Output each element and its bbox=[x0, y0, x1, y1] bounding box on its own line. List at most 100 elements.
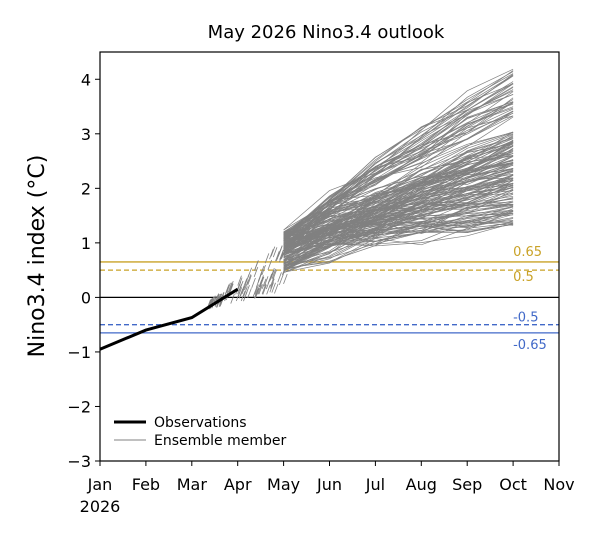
reference-lines bbox=[100, 261, 559, 334]
ensemble-spread-segment bbox=[271, 282, 276, 293]
ensemble-spread-segment bbox=[283, 273, 288, 285]
ensemble-spread-segment bbox=[251, 277, 256, 289]
x-tick-label: Nov bbox=[543, 475, 574, 494]
ensemble-member-line bbox=[283, 168, 514, 265]
ensemble-member-line bbox=[283, 138, 514, 251]
ensemble-spread-segment bbox=[278, 274, 284, 286]
reference-labels: 0.65 0.5 -0.5 -0.65 bbox=[513, 245, 547, 353]
ensemble-spread-segment bbox=[277, 272, 282, 283]
ensemble-spread-segment bbox=[265, 279, 271, 290]
ensemble-member-line bbox=[283, 148, 514, 235]
y-tick-label: −1 bbox=[67, 343, 91, 362]
ensemble-spread-segment bbox=[239, 280, 244, 291]
y-axis-label: Nino3.4 index (°C) bbox=[25, 155, 50, 358]
x-axis-year-label: 2026 bbox=[80, 497, 121, 516]
ensemble-spread-segment bbox=[240, 291, 246, 302]
ensemble-spread-segment bbox=[261, 283, 267, 295]
x-tick-label: Jan bbox=[87, 475, 113, 494]
ensemble-spread-segment bbox=[259, 265, 265, 276]
ensemble-member-line bbox=[283, 175, 514, 274]
ensemble-member-line bbox=[283, 174, 514, 270]
ensemble-member-line bbox=[283, 204, 514, 254]
ensemble-member-line bbox=[283, 149, 514, 272]
ensemble-spread-segment bbox=[227, 282, 233, 293]
ensemble-spread-segment bbox=[281, 248, 286, 259]
ensemble-spread-segment bbox=[255, 287, 260, 299]
ensemble-member-line bbox=[283, 112, 514, 242]
ensemble-spread-segment bbox=[281, 264, 287, 275]
x-tick-label: Oct bbox=[499, 475, 527, 494]
y-tick-label: −2 bbox=[67, 397, 91, 416]
ensemble-spread-segment bbox=[267, 259, 272, 270]
ensemble-spread-segment bbox=[261, 278, 267, 289]
ensemble-spread-segment bbox=[263, 276, 269, 287]
ensemble-spread-segment bbox=[253, 266, 259, 278]
ensemble-spread-segment bbox=[252, 287, 258, 298]
legend-ensemble-label: Ensemble member bbox=[154, 433, 286, 449]
observation-series bbox=[99, 287, 239, 351]
ensemble-member-line bbox=[283, 131, 514, 249]
y-tick-label: 1 bbox=[81, 234, 91, 253]
ensemble-spread-segment bbox=[270, 246, 276, 257]
ensemble-member-line bbox=[283, 185, 514, 245]
ensemble-spread-segment bbox=[257, 284, 262, 295]
ensemble-spread-segment bbox=[275, 251, 280, 262]
ensemble-spread-segment bbox=[282, 265, 287, 276]
ensemble-member-line bbox=[283, 182, 514, 267]
y-tick-label: 4 bbox=[81, 70, 91, 89]
ensemble-spread-segment bbox=[278, 246, 283, 257]
ensemble-spread-segment bbox=[237, 275, 242, 286]
reference-line-label: 0.65 bbox=[513, 245, 542, 260]
ensemble-spread-segment bbox=[259, 276, 265, 287]
ensemble-spread-segment bbox=[254, 284, 259, 295]
y-tick-label: 0 bbox=[81, 288, 91, 307]
legend: Observations Ensemble member bbox=[114, 415, 286, 449]
ensemble-spread-segment bbox=[224, 286, 229, 297]
ensemble-member-line bbox=[283, 184, 514, 250]
ensemble-member-line bbox=[283, 155, 514, 262]
y-axis-ticks: −3 −2 −1 0 1 2 3 4 bbox=[67, 70, 100, 471]
ensemble-spread-segment bbox=[230, 293, 235, 304]
ensemble-member-line bbox=[283, 153, 514, 262]
ensemble-member-line bbox=[283, 143, 514, 236]
ensemble-member-line bbox=[283, 101, 514, 241]
ensemble-spread-segment bbox=[247, 275, 252, 286]
ensemble-spread-segment bbox=[266, 284, 271, 295]
legend-observations-label: Observations bbox=[154, 415, 247, 431]
ensemble-member-line bbox=[283, 135, 514, 245]
ensemble-spread-segment bbox=[264, 253, 270, 264]
ensemble-member-line bbox=[283, 201, 514, 246]
ensemble-member-line bbox=[283, 211, 514, 269]
y-tick-label: −3 bbox=[67, 452, 91, 471]
ensemble-spread-segment bbox=[274, 283, 279, 294]
ensemble-spread-segment bbox=[237, 287, 243, 298]
reference-line-label: 0.5 bbox=[513, 270, 534, 285]
x-axis-ticks: Jan Feb Mar Apr May Jun Jul Aug Sep Oct Nov bbox=[87, 461, 575, 494]
ensemble-spread-segment bbox=[258, 284, 263, 295]
ensemble-spread-segment bbox=[226, 282, 231, 293]
ensemble-spread-segment bbox=[261, 265, 266, 276]
ensemble-spread-segment bbox=[242, 278, 248, 289]
ensemble-spread-segment bbox=[246, 274, 252, 285]
ensemble-member-line bbox=[283, 68, 514, 248]
ensemble-spread-segment bbox=[254, 260, 259, 271]
ensemble-spread-segment bbox=[270, 278, 275, 289]
x-tick-label: Jul bbox=[365, 475, 385, 494]
ensemble-spread-segment bbox=[271, 268, 277, 279]
ensemble-member-line bbox=[283, 134, 514, 245]
ensemble-spread-segment bbox=[241, 283, 247, 294]
ensemble-spread-segment bbox=[278, 252, 284, 263]
y-tick-label: 3 bbox=[81, 125, 91, 144]
ensemble-spread-segment bbox=[238, 288, 244, 299]
plot-area: 0.65 0.5 -0.5 -0.65 bbox=[99, 68, 559, 353]
ensemble-spread-segment bbox=[243, 291, 248, 302]
x-tick-label: Aug bbox=[406, 475, 437, 494]
ensemble-spread-segment bbox=[262, 284, 267, 295]
ensemble-spread-segment bbox=[247, 288, 252, 299]
ensemble-member-line bbox=[283, 210, 514, 267]
ensemble-spread-segment bbox=[247, 267, 252, 278]
ensemble-member-line bbox=[283, 183, 514, 236]
ensemble-member-line bbox=[283, 94, 514, 231]
reference-line-label: -0.65 bbox=[513, 338, 547, 353]
ensemble-member-line bbox=[283, 91, 514, 237]
